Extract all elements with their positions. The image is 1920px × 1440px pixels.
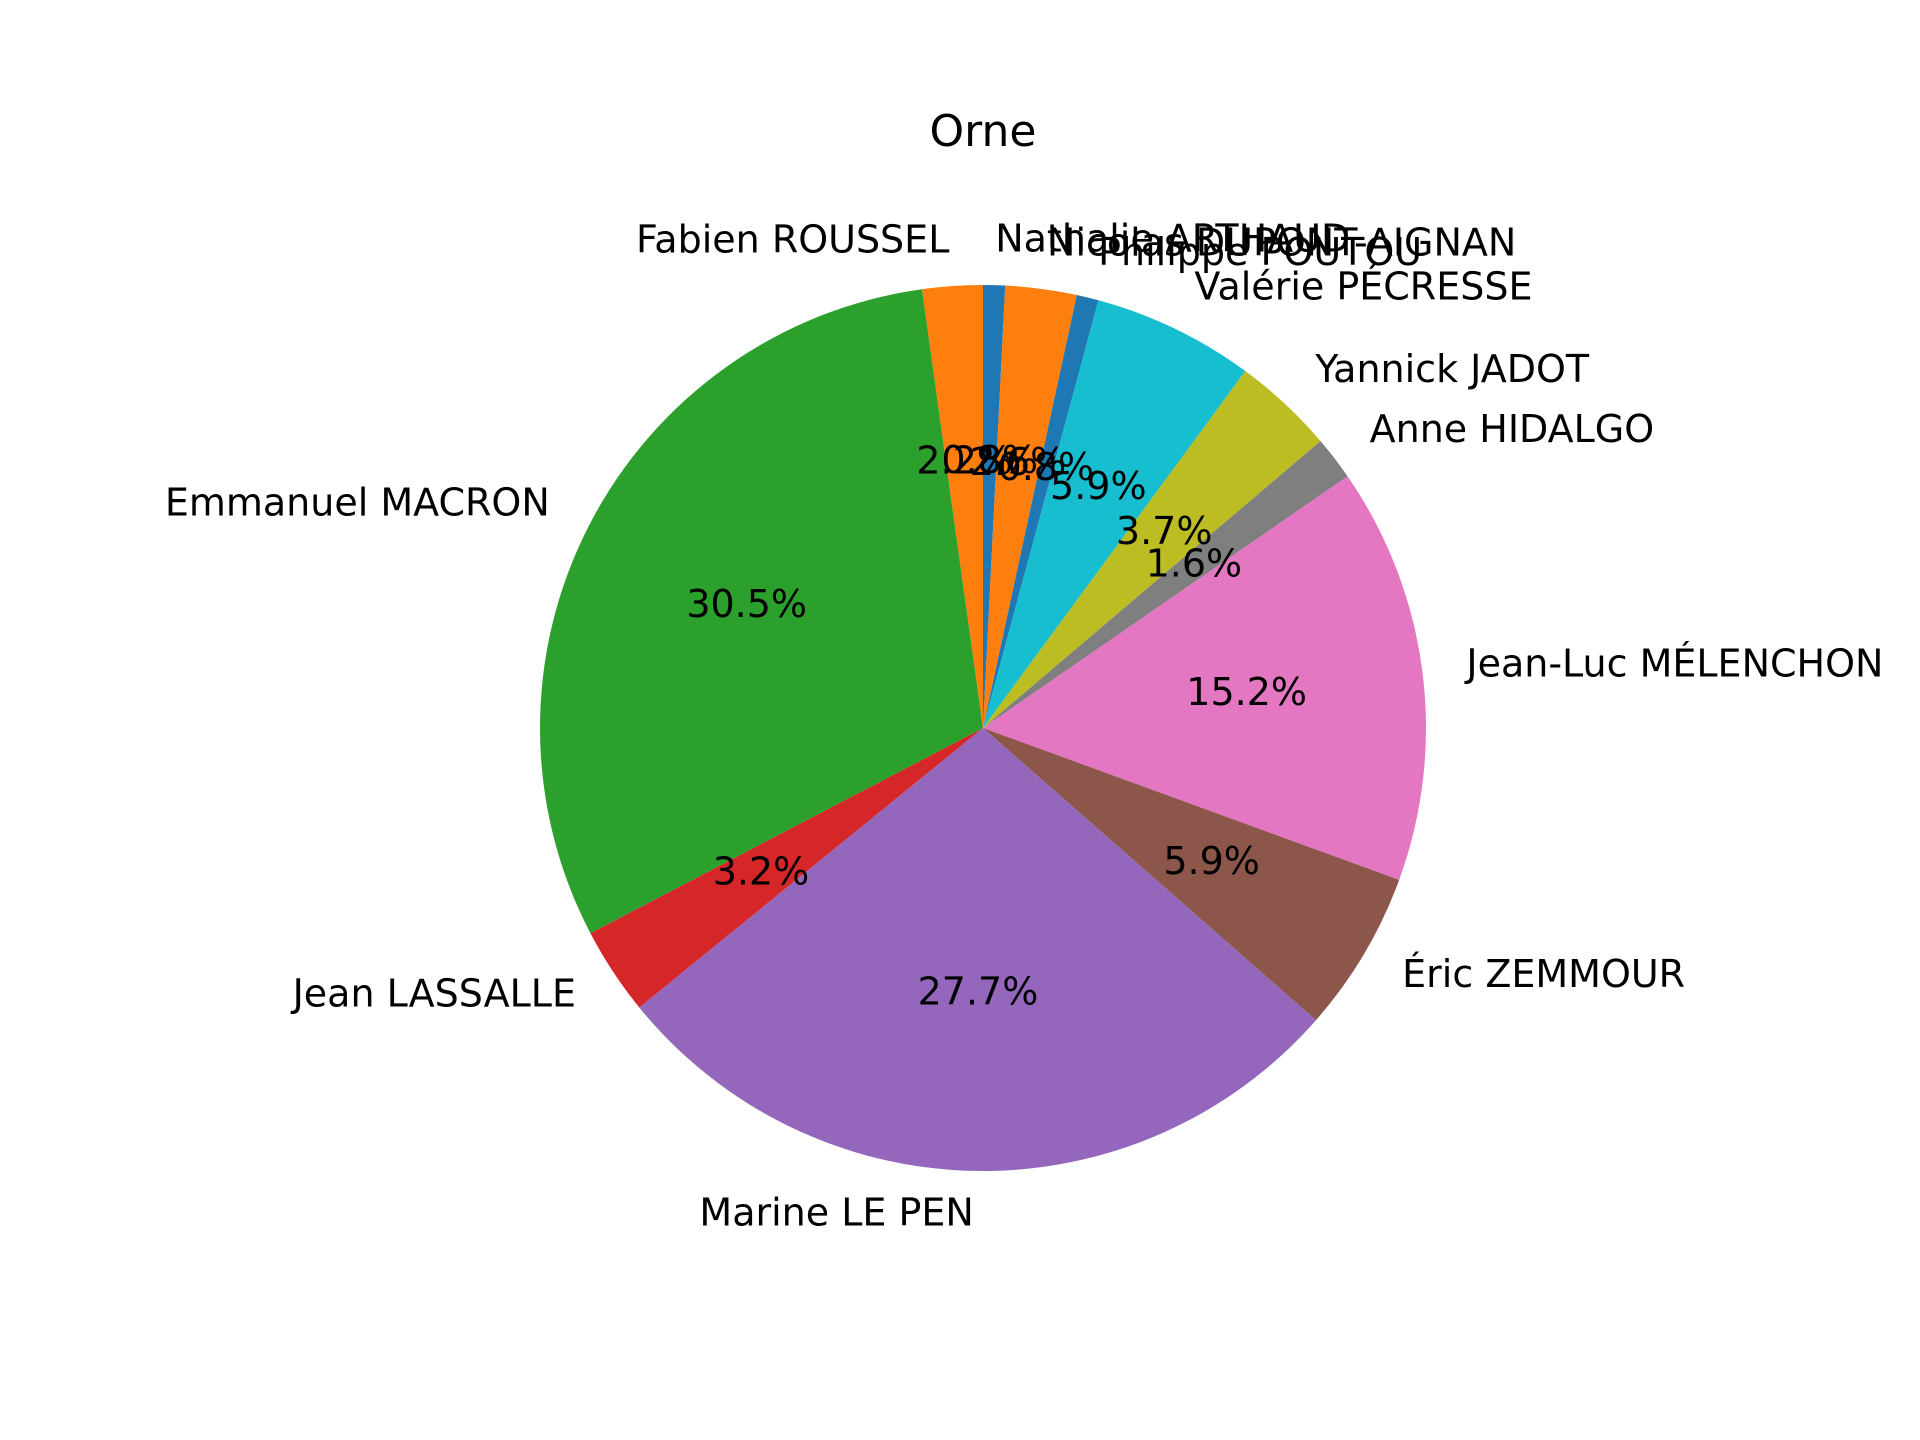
pie-slice-philippe-poutou: [983, 295, 1099, 728]
percent-label-valerie-pecresse: 5.9%: [1050, 464, 1147, 508]
pie-slice-jean-lassalle: [590, 728, 983, 1008]
slice-label-nicolas-dupont-aignan: Nicolas DUPONT-AIGNAN: [1047, 220, 1516, 264]
slice-label-emmanuel-macron: Emmanuel MACRON: [165, 480, 550, 524]
pie-slice-jean-luc-melenchon: [983, 476, 1427, 880]
pie-slice-marine-le-pen: [639, 728, 1316, 1171]
chart-title: Orne: [930, 106, 1037, 157]
slice-label-nathalie-arthaud: Nathalie ARTHAUD: [995, 216, 1350, 260]
pie-slice-nicolas-dupont-aignan: [983, 285, 1077, 728]
percent-label-fabien-roussel: 2.2%: [916, 438, 1013, 482]
pie-slice-yannick-jadot: [983, 371, 1321, 728]
slice-label-fabien-roussel: Fabien ROUSSEL: [636, 217, 949, 261]
percent-label-eric-zemmour: 5.9%: [1163, 839, 1260, 883]
pie-slice-emmanuel-macron: [540, 289, 983, 934]
slice-label-yannick-jadot: Yannick JADOT: [1314, 347, 1590, 391]
pie-slice-valerie-pecresse: [983, 300, 1246, 728]
percent-label-emmanuel-macron: 30.5%: [686, 582, 807, 626]
percent-label-anne-hidalgo: 1.6%: [1146, 542, 1243, 586]
slice-label-valerie-pecresse: Valérie PÉCRESSE: [1194, 264, 1532, 308]
percent-label-jean-luc-melenchon: 15.2%: [1186, 670, 1307, 714]
pie-slices: [540, 285, 1427, 1171]
slice-label-marine-le-pen: Marine LE PEN: [699, 1191, 973, 1235]
percent-label-marine-le-pen: 27.7%: [918, 969, 1039, 1013]
percent-label-nathalie-arthaud: 0.8%: [941, 438, 1038, 482]
pie-percent-labels: 0.8%2.6%0.8%5.9%3.7%1.6%15.2%5.9%27.7%3.…: [686, 438, 1307, 1013]
slice-label-jean-luc-melenchon: Jean-Luc MÉLENCHON: [1464, 642, 1883, 686]
pie-slice-fabien-roussel: [922, 285, 983, 728]
slice-label-philippe-poutou: Philippe POUTOU: [1098, 230, 1422, 274]
slice-label-anne-hidalgo: Anne HIDALGO: [1370, 407, 1655, 451]
pie-slice-anne-hidalgo: [983, 441, 1348, 728]
slice-label-jean-lassalle: Jean LASSALLE: [291, 971, 576, 1015]
percent-label-jean-lassalle: 3.2%: [713, 850, 810, 894]
percent-label-nicolas-dupont-aignan: 2.6%: [970, 440, 1067, 484]
slice-label-eric-zemmour: Éric ZEMMOUR: [1402, 952, 1685, 996]
pie-slice-nathalie-arthaud: [983, 285, 1006, 728]
percent-label-philippe-poutou: 0.8%: [998, 445, 1095, 489]
percent-label-yannick-jadot: 3.7%: [1116, 509, 1213, 553]
pie-slice-eric-zemmour: [983, 728, 1400, 1021]
